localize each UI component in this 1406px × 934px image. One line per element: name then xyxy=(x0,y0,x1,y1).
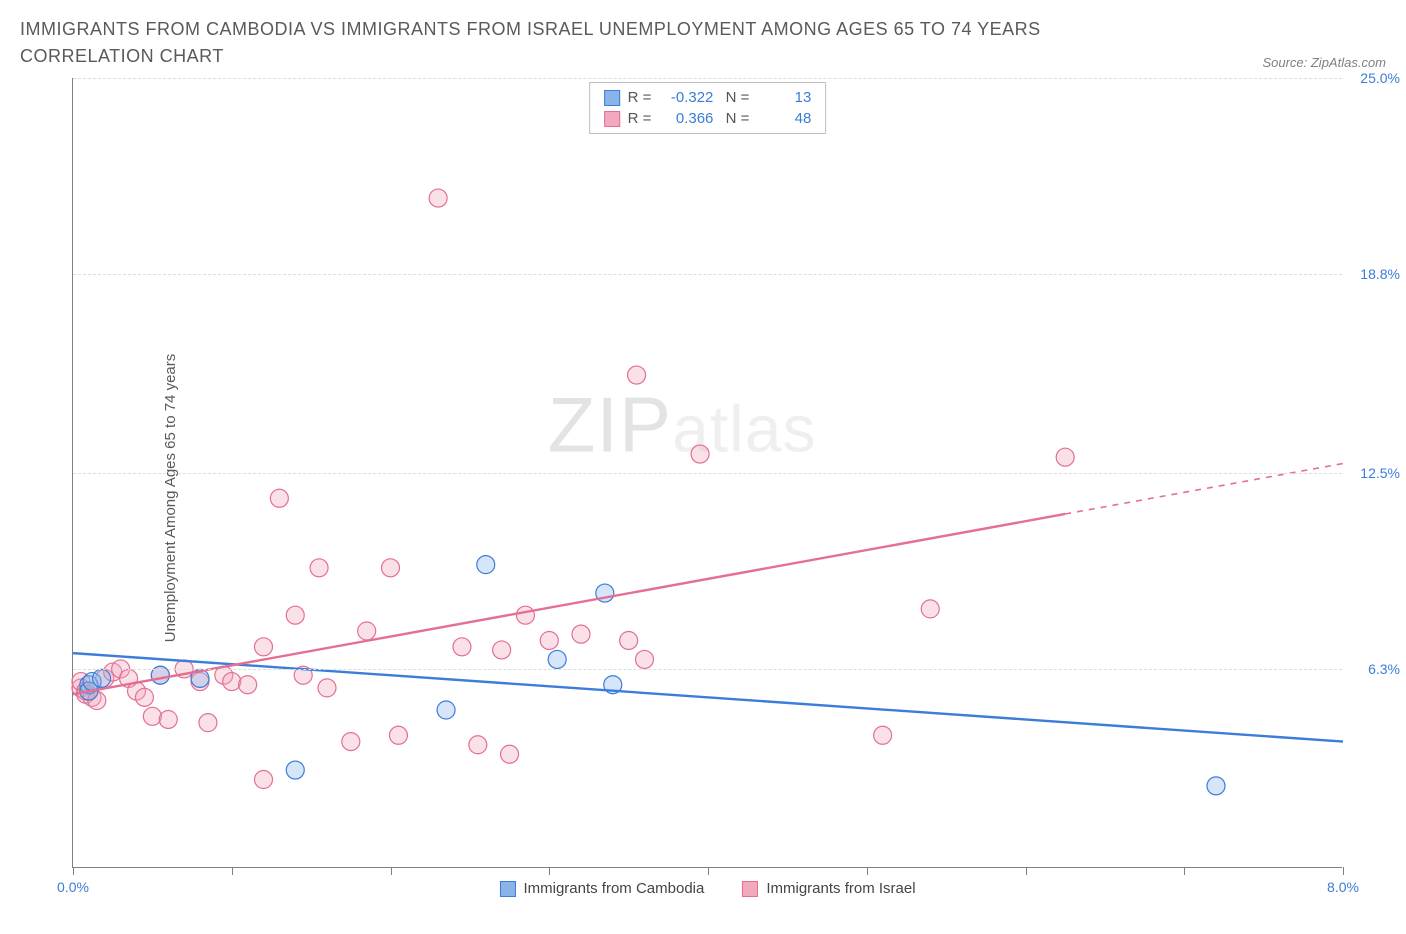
gridline xyxy=(73,274,1342,275)
x-tick-label: 0.0% xyxy=(57,879,89,895)
data-point xyxy=(516,606,534,624)
data-point xyxy=(255,638,273,656)
data-point xyxy=(358,622,376,640)
gridline xyxy=(73,473,1342,474)
x-tick xyxy=(391,867,392,875)
x-tick xyxy=(1184,867,1185,875)
data-point xyxy=(1056,448,1074,466)
y-tick-label: 6.3% xyxy=(1368,661,1400,677)
data-point xyxy=(270,489,288,507)
data-point xyxy=(453,638,471,656)
data-point xyxy=(286,606,304,624)
y-tick-label: 12.5% xyxy=(1360,465,1400,481)
data-point xyxy=(159,710,177,728)
data-point xyxy=(477,556,495,574)
data-point xyxy=(1207,777,1225,795)
data-point xyxy=(540,631,558,649)
swatch-cambodia xyxy=(499,881,515,897)
data-point xyxy=(620,631,638,649)
stat-label-r: R = xyxy=(628,110,652,127)
source-attribution: Source: ZipAtlas.com xyxy=(1262,55,1386,70)
swatch-cambodia xyxy=(604,90,620,106)
stat-label-n: N = xyxy=(721,110,749,127)
data-point xyxy=(572,625,590,643)
x-tick xyxy=(1343,867,1344,875)
stats-row-israel: R = 0.366 N = 48 xyxy=(604,110,812,127)
data-point xyxy=(921,600,939,618)
stat-r-israel: 0.366 xyxy=(659,110,713,127)
x-tick xyxy=(549,867,550,875)
data-point xyxy=(310,559,328,577)
stats-legend-box: R = -0.322 N = 13 R = 0.366 N = 48 xyxy=(589,82,827,134)
data-point xyxy=(318,679,336,697)
data-point xyxy=(223,673,241,691)
stat-n-israel: 48 xyxy=(757,110,811,127)
data-point xyxy=(874,726,892,744)
stat-label-r: R = xyxy=(628,89,652,106)
data-point xyxy=(239,676,257,694)
data-point xyxy=(135,688,153,706)
x-tick xyxy=(867,867,868,875)
stats-row-cambodia: R = -0.322 N = 13 xyxy=(604,89,812,106)
data-point xyxy=(389,726,407,744)
correlation-chart: Unemployment Among Ages 65 to 74 years Z… xyxy=(20,78,1386,918)
data-point xyxy=(93,669,111,687)
plot-area: ZIPatlas R = -0.322 N = 13 R = 0.366 N =… xyxy=(72,78,1342,868)
trend-line xyxy=(73,514,1065,694)
stat-n-cambodia: 13 xyxy=(757,89,811,106)
data-point xyxy=(501,745,519,763)
data-point xyxy=(493,641,511,659)
stat-r-cambodia: -0.322 xyxy=(659,89,713,106)
swatch-israel xyxy=(604,111,620,127)
data-point xyxy=(628,366,646,384)
swatch-israel xyxy=(742,881,758,897)
trend-line-extrapolated xyxy=(1065,464,1343,514)
data-point xyxy=(255,771,273,789)
legend-item-cambodia: Immigrants from Cambodia xyxy=(499,880,704,897)
legend-item-israel: Immigrants from Israel xyxy=(742,880,915,897)
x-tick xyxy=(1026,867,1027,875)
data-point xyxy=(548,650,566,668)
y-tick-label: 25.0% xyxy=(1360,70,1400,86)
y-tick-label: 18.8% xyxy=(1360,266,1400,282)
legend-label: Immigrants from Cambodia xyxy=(523,880,704,897)
x-axis-legend: Immigrants from Cambodia Immigrants from… xyxy=(499,880,915,897)
data-point xyxy=(469,736,487,754)
data-point xyxy=(286,761,304,779)
data-point xyxy=(636,650,654,668)
data-point xyxy=(199,714,217,732)
x-tick xyxy=(73,867,74,875)
gridline xyxy=(73,78,1342,79)
x-tick xyxy=(232,867,233,875)
data-point xyxy=(342,733,360,751)
data-point xyxy=(437,701,455,719)
data-point xyxy=(382,559,400,577)
page-title: IMMIGRANTS FROM CAMBODIA VS IMMIGRANTS F… xyxy=(20,16,1140,70)
stat-label-n: N = xyxy=(721,89,749,106)
trend-line xyxy=(73,653,1343,741)
x-tick xyxy=(708,867,709,875)
data-point xyxy=(691,445,709,463)
data-point xyxy=(429,189,447,207)
gridline xyxy=(73,669,1342,670)
x-tick-label: 8.0% xyxy=(1327,879,1359,895)
legend-label: Immigrants from Israel xyxy=(766,880,915,897)
data-point xyxy=(143,707,161,725)
